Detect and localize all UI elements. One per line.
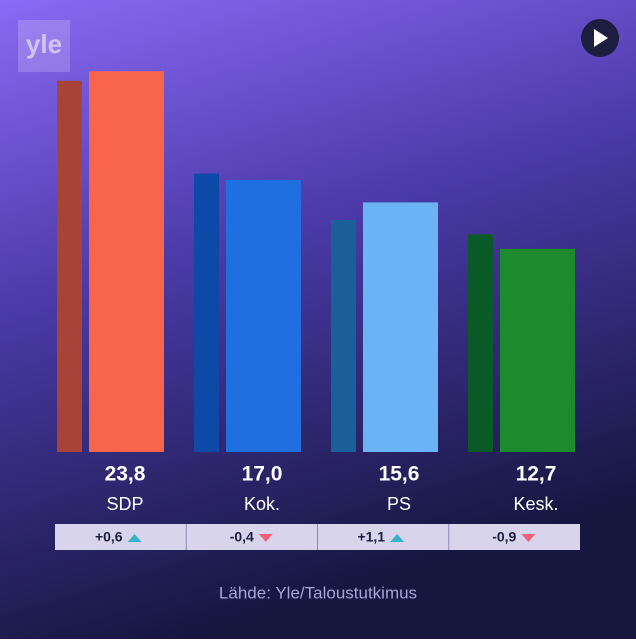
category-label: SDP xyxy=(106,494,143,514)
arrow-up xyxy=(127,534,142,542)
change-label: -0,9 xyxy=(492,529,516,545)
bar xyxy=(226,180,301,452)
previous-bar xyxy=(57,80,82,453)
change-label: +0,6 xyxy=(95,529,123,545)
change-label: +1,1 xyxy=(357,529,385,545)
play-button[interactable] xyxy=(581,19,619,57)
logo-box xyxy=(18,20,70,72)
source: Lähde: Yle/Taloustutkimus xyxy=(219,583,417,602)
category-label: Kok. xyxy=(244,494,280,514)
arrow-down xyxy=(521,534,536,542)
bar xyxy=(89,71,164,452)
logo: yle xyxy=(26,29,62,59)
value-label: 12,7 xyxy=(516,463,557,486)
previous-bar xyxy=(194,173,219,452)
previous-bar xyxy=(331,220,356,452)
bar xyxy=(363,202,438,452)
value-label: 15,6 xyxy=(379,463,420,486)
previous-bar xyxy=(468,234,493,452)
value-label: 17,0 xyxy=(242,463,283,486)
change-label: -0,4 xyxy=(230,529,254,545)
arrow-up xyxy=(390,534,405,542)
value-label: 23,8 xyxy=(105,463,146,486)
arrow-down xyxy=(258,534,273,542)
bar xyxy=(500,248,575,452)
category-label: Kesk. xyxy=(513,494,558,514)
category-label: PS xyxy=(387,494,411,514)
